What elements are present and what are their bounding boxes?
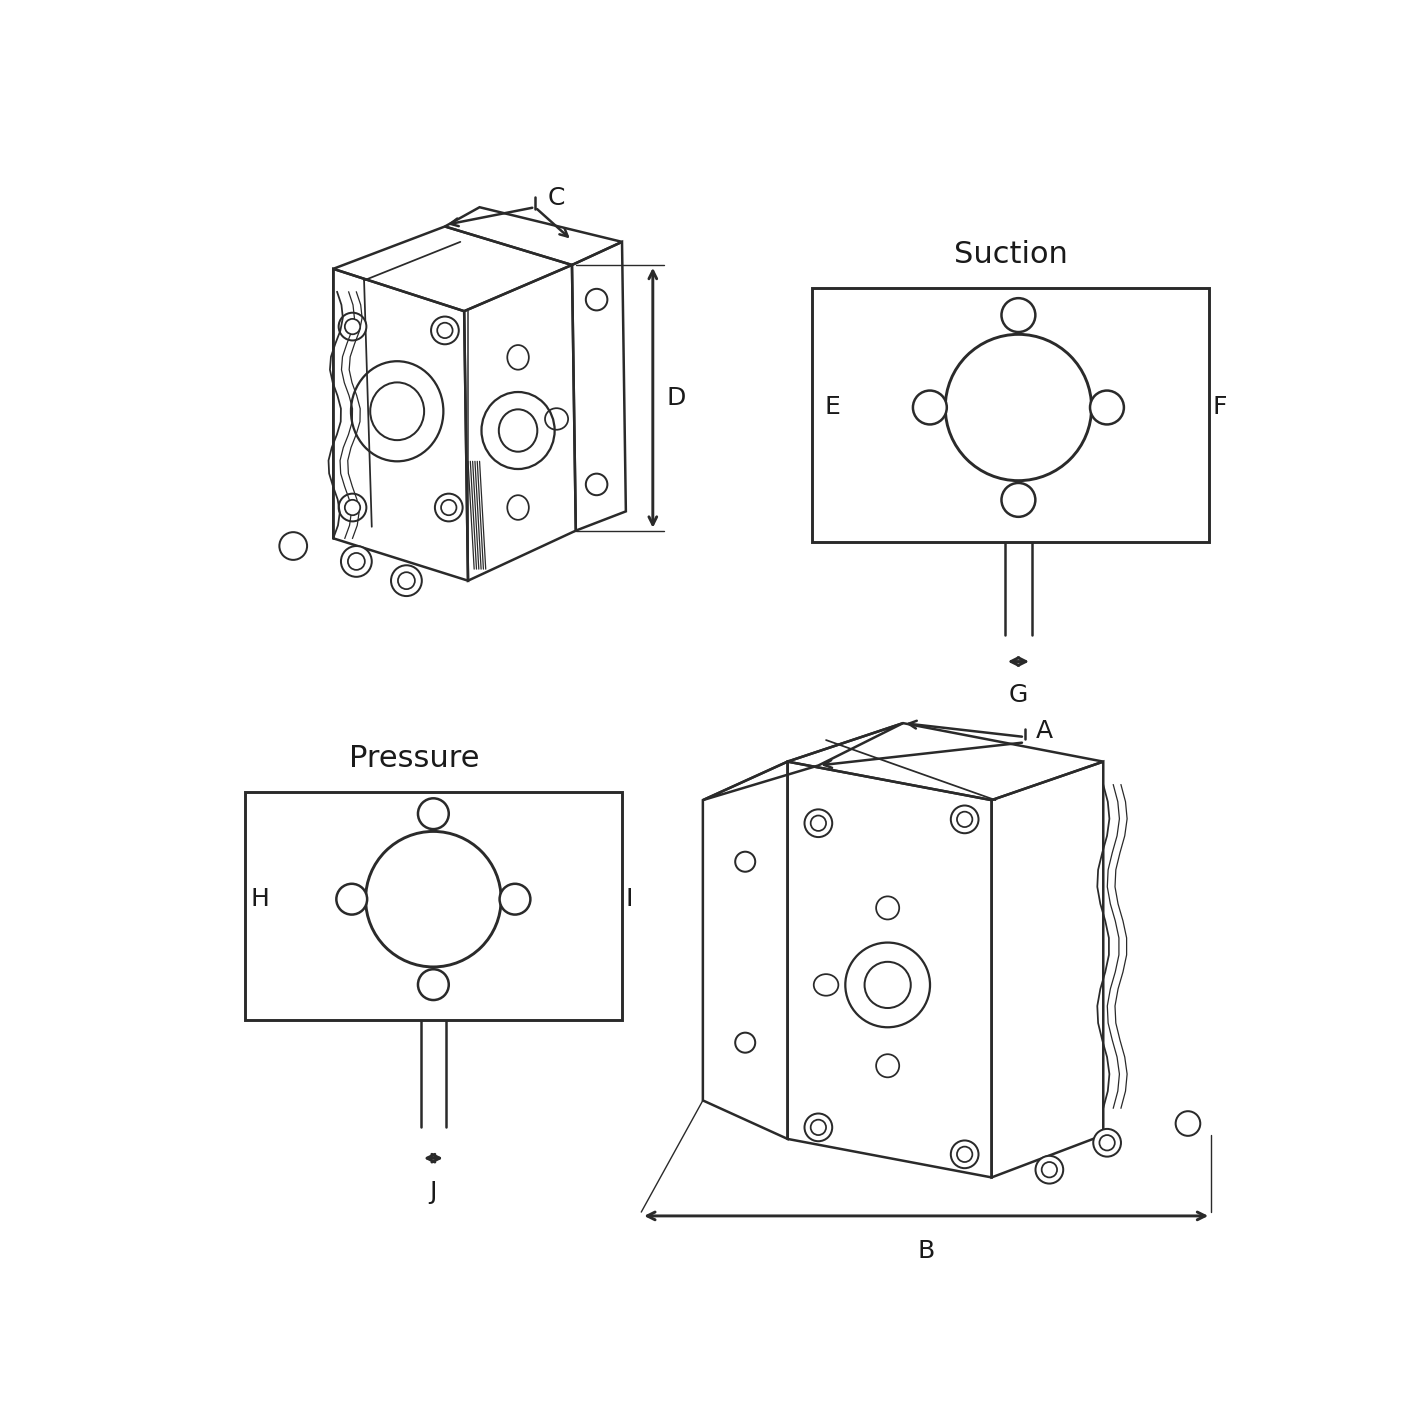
Circle shape xyxy=(957,811,973,827)
Circle shape xyxy=(391,565,422,596)
Circle shape xyxy=(432,316,458,344)
Circle shape xyxy=(418,799,449,830)
Circle shape xyxy=(945,335,1091,481)
Circle shape xyxy=(1001,482,1035,517)
Text: E: E xyxy=(825,395,841,419)
Circle shape xyxy=(950,1140,979,1168)
Circle shape xyxy=(1094,1129,1121,1157)
Circle shape xyxy=(418,969,449,1000)
Circle shape xyxy=(735,852,755,872)
Circle shape xyxy=(950,806,979,834)
Circle shape xyxy=(1090,391,1123,425)
Circle shape xyxy=(434,494,463,522)
Circle shape xyxy=(344,319,360,335)
Text: F: F xyxy=(1212,395,1227,419)
Circle shape xyxy=(336,884,367,914)
Circle shape xyxy=(366,831,501,967)
Circle shape xyxy=(957,1147,973,1161)
Circle shape xyxy=(441,499,457,515)
Circle shape xyxy=(280,531,307,560)
Text: H: H xyxy=(250,887,270,911)
Circle shape xyxy=(347,553,364,569)
Circle shape xyxy=(1099,1135,1115,1150)
Bar xyxy=(245,793,621,1019)
Circle shape xyxy=(339,494,367,522)
Circle shape xyxy=(735,1032,755,1053)
Circle shape xyxy=(912,391,946,425)
Circle shape xyxy=(811,1119,827,1135)
Circle shape xyxy=(804,810,832,837)
Text: C: C xyxy=(547,186,565,209)
Circle shape xyxy=(342,546,371,576)
Circle shape xyxy=(586,474,607,495)
Circle shape xyxy=(499,884,530,914)
Text: D: D xyxy=(666,385,686,409)
Bar xyxy=(813,288,1209,543)
Circle shape xyxy=(811,815,827,831)
Circle shape xyxy=(344,499,360,515)
Circle shape xyxy=(804,1114,832,1142)
Text: G: G xyxy=(1008,683,1028,707)
Circle shape xyxy=(1001,298,1035,332)
Text: B: B xyxy=(918,1239,935,1263)
Circle shape xyxy=(1175,1111,1201,1136)
Text: I: I xyxy=(626,887,633,911)
Text: Pressure: Pressure xyxy=(349,744,479,773)
Text: A: A xyxy=(1036,718,1053,742)
Circle shape xyxy=(1035,1156,1063,1184)
Circle shape xyxy=(339,312,367,340)
Text: Suction: Suction xyxy=(953,240,1067,269)
Circle shape xyxy=(1042,1161,1057,1177)
Circle shape xyxy=(586,288,607,311)
Text: J: J xyxy=(430,1180,437,1204)
Circle shape xyxy=(437,323,453,337)
Circle shape xyxy=(398,572,415,589)
